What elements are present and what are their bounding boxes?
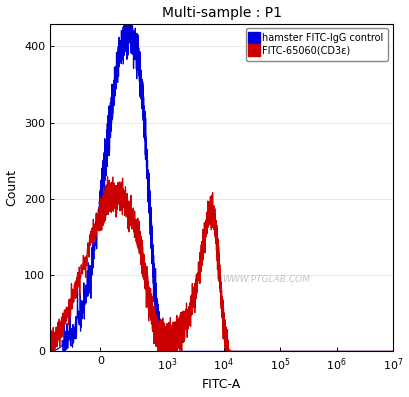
Legend: hamster FITC-IgG control, FITC-65060(CD3ε): hamster FITC-IgG control, FITC-65060(CD3… xyxy=(246,28,388,60)
Text: WWW.PTGLAB.COM: WWW.PTGLAB.COM xyxy=(222,275,310,284)
X-axis label: FITC-A: FITC-A xyxy=(202,378,241,391)
Title: Multi-sample : P1: Multi-sample : P1 xyxy=(162,6,282,19)
Y-axis label: Count: Count xyxy=(6,169,18,206)
